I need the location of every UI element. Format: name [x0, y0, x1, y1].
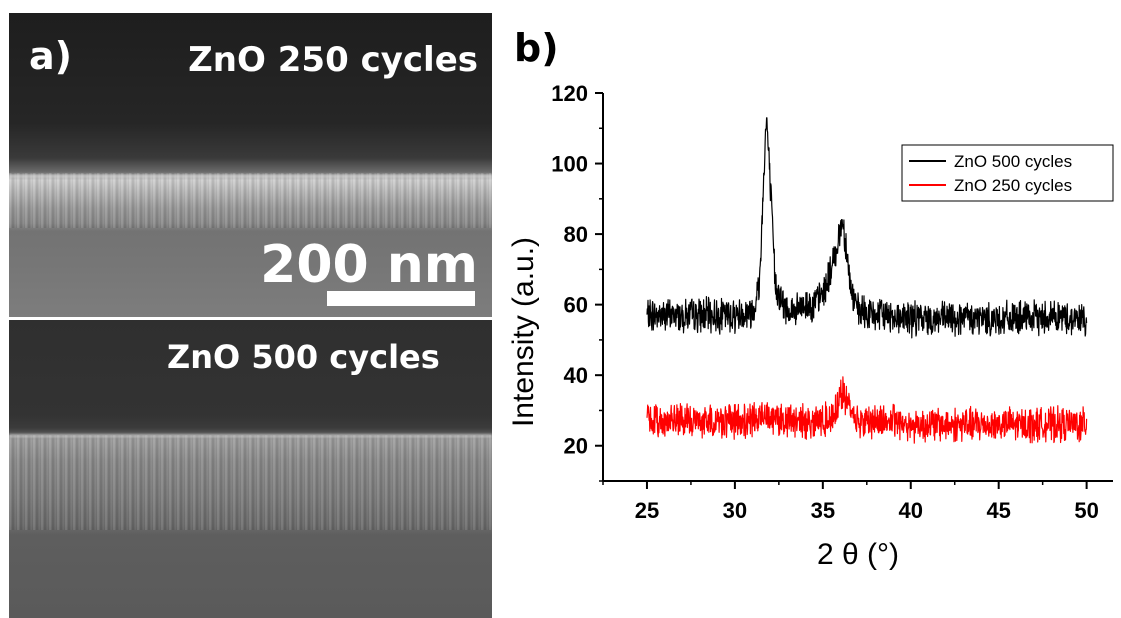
- x-tick-label: 35: [811, 498, 835, 523]
- panel-b-label: b): [514, 26, 559, 70]
- sample-label-250-cycles: ZnO 250 cycles: [188, 40, 478, 80]
- legend-label: ZnO 250 cycles: [954, 176, 1072, 195]
- y-tick-label: 120: [551, 81, 588, 106]
- film-columns-texture: [9, 435, 492, 530]
- x-tick-label: 50: [1074, 498, 1098, 523]
- film-surface: [9, 434, 492, 438]
- y-tick-label: 80: [564, 222, 588, 247]
- film-columns-texture: [9, 173, 492, 228]
- legend: ZnO 500 cycles ZnO 250 cycles: [901, 144, 1114, 202]
- sem-image-250-cycles: a) ZnO 250 cycles 200 nm: [9, 13, 492, 317]
- tick-labels: 25 30 35 40 45 50 20 40 60 80 100 120: [551, 81, 1099, 523]
- y-tick-label: 60: [564, 293, 588, 318]
- legend-label: ZnO 500 cycles: [954, 152, 1072, 171]
- sample-label-500-cycles: ZnO 500 cycles: [167, 338, 440, 376]
- x-tick-label: 45: [986, 498, 1010, 523]
- y-tick-label: 20: [564, 434, 588, 459]
- sem-image-500-cycles: ZnO 500 cycles: [9, 320, 492, 618]
- y-axis-label: Intensity (a.u.): [507, 237, 540, 427]
- series-line-0: [646, 117, 1088, 339]
- plot-lines: [646, 117, 1088, 444]
- x-axis-label: 2 θ (°): [817, 538, 899, 571]
- xrd-chart: 25 30 35 40 45 50 20 40 60 80 100 120 2 θ (°) Inten…: [507, 81, 1114, 571]
- axes: [595, 92, 1113, 489]
- legend-box: [901, 144, 1114, 202]
- x-tick-label: 25: [635, 498, 659, 523]
- x-tick-label: 30: [723, 498, 747, 523]
- panel-a-label: a): [29, 34, 73, 78]
- film-surface: [9, 174, 492, 178]
- series-line-1: [646, 376, 1088, 444]
- y-tick-label: 40: [564, 363, 588, 388]
- x-tick-label: 40: [899, 498, 923, 523]
- y-tick-label: 100: [551, 152, 588, 177]
- scale-bar: [327, 291, 475, 306]
- scale-bar-label: 200 nm: [260, 235, 478, 295]
